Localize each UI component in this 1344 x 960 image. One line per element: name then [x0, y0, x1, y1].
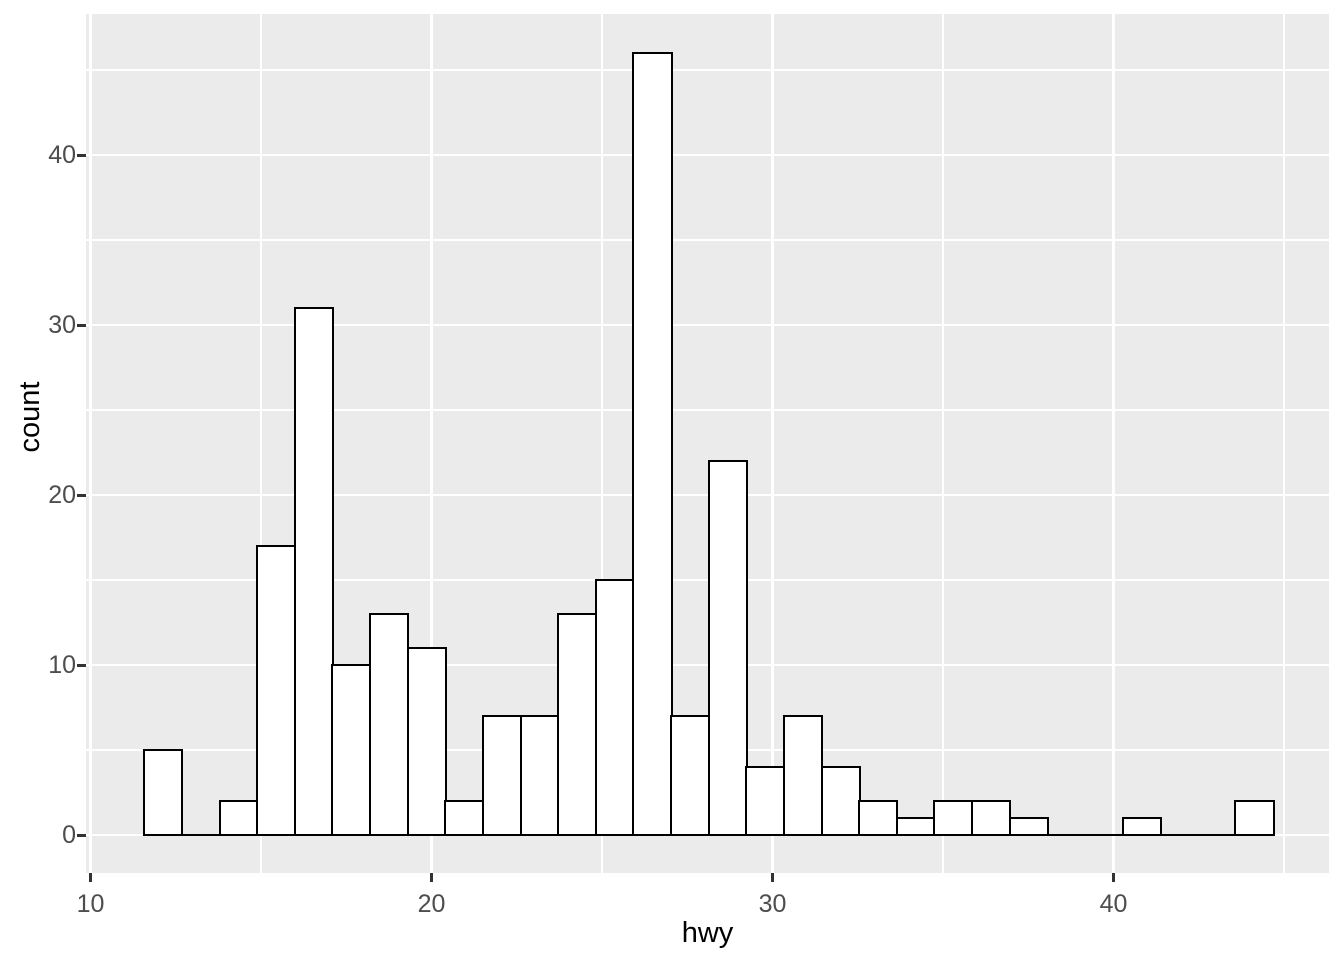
y-axis-tick — [77, 493, 86, 497]
y-tick-label: 0 — [62, 821, 76, 849]
y-major-gridline — [86, 323, 1329, 327]
y-minor-gridline — [86, 239, 1329, 241]
histogram-bar — [369, 612, 410, 837]
histogram-bar — [557, 612, 598, 837]
histogram-bar — [745, 765, 786, 837]
histogram-bar — [331, 663, 372, 837]
histogram-bar — [444, 799, 485, 837]
x-major-gridline — [430, 14, 433, 873]
x-tick-label: 10 — [76, 890, 105, 918]
histogram-bar — [1121, 816, 1162, 837]
y-minor-gridline — [86, 409, 1329, 411]
y-major-gridline — [86, 493, 1329, 497]
y-axis-tick — [77, 833, 86, 837]
histogram-bar — [1234, 799, 1275, 837]
x-tick-label: 30 — [758, 890, 787, 918]
histogram-bar — [594, 578, 635, 837]
y-tick-label: 40 — [48, 141, 76, 169]
y-tick-label: 10 — [48, 651, 76, 679]
histogram-bar — [971, 799, 1012, 837]
histogram-bar — [519, 714, 560, 837]
x-major-gridline — [89, 14, 92, 873]
y-axis-tick — [77, 663, 86, 667]
histogram-bar — [895, 816, 936, 837]
histogram-bar — [632, 51, 673, 837]
x-minor-gridline — [942, 14, 944, 873]
histogram-bar — [782, 714, 824, 837]
x-axis-title: hwy — [681, 917, 734, 949]
histogram-bar — [933, 799, 974, 837]
histogram-bar — [256, 544, 297, 837]
x-tick-label: 40 — [1099, 890, 1128, 918]
histogram-bar — [218, 799, 259, 837]
histogram-zero-bar — [180, 833, 222, 837]
x-major-gridline — [1112, 14, 1115, 873]
x-minor-gridline — [601, 14, 603, 873]
histogram-bar — [1008, 816, 1049, 837]
x-axis-tick — [89, 873, 92, 882]
x-axis-tick — [1112, 873, 1115, 882]
y-major-gridline — [86, 663, 1329, 667]
histogram-bar — [707, 459, 748, 837]
y-tick-label: 30 — [48, 311, 76, 339]
x-axis-tick — [430, 873, 433, 882]
histogram-bar — [143, 748, 184, 837]
histogram-bar — [820, 765, 861, 837]
histogram-zero-bar — [1046, 833, 1087, 837]
x-minor-gridline — [1283, 14, 1285, 873]
x-major-gridline — [771, 14, 774, 873]
histogram-bar — [858, 799, 899, 837]
histogram-bar — [670, 714, 711, 837]
x-tick-label: 20 — [417, 890, 446, 918]
histogram-bar — [293, 306, 334, 837]
histogram-zero-bar — [1083, 833, 1125, 837]
histogram-zero-bar — [1159, 833, 1200, 837]
histogram-bar — [481, 714, 523, 837]
x-axis-tick — [771, 873, 774, 882]
y-tick-label: 20 — [48, 481, 76, 509]
y-minor-gridline — [86, 579, 1329, 581]
histogram-bar — [406, 646, 447, 837]
y-axis-tick — [77, 153, 86, 157]
y-minor-gridline — [86, 69, 1329, 71]
histogram-zero-bar — [1196, 833, 1237, 837]
y-axis-tick — [77, 323, 86, 327]
y-major-gridline — [86, 153, 1329, 157]
x-minor-gridline — [260, 14, 262, 873]
